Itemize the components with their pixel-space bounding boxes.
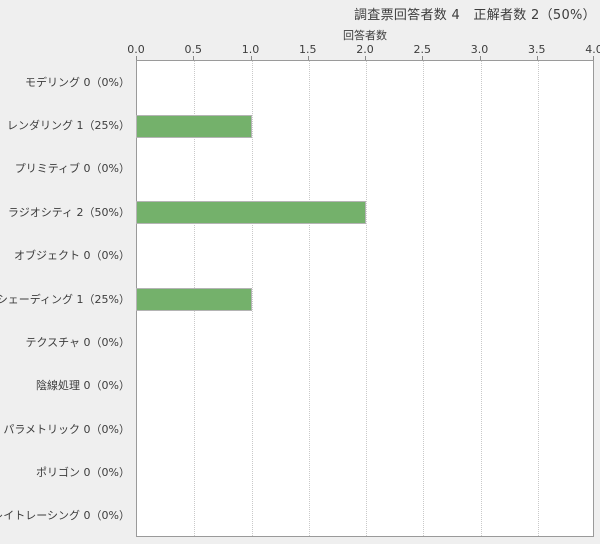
x-tick-mark xyxy=(193,56,195,61)
x-tick-label: 0.5 xyxy=(184,43,203,56)
gridline xyxy=(251,61,253,536)
x-tick-mark xyxy=(536,56,538,61)
y-tick-label: レンダリング 1（25%） xyxy=(7,119,130,133)
gridline xyxy=(480,61,482,536)
y-tick-label: モデリング 0（0%） xyxy=(25,75,130,89)
x-axis-title: 回答者数 xyxy=(343,29,387,42)
y-axis-tick-labels: モデリング 0（0%） レンダリング 1（25%） プリミティブ 0（0%） ラジオシ… xyxy=(0,60,130,537)
x-tick-label: 2.5 xyxy=(413,43,432,56)
x-tick-label: 1.0 xyxy=(241,43,260,56)
gridline xyxy=(308,61,310,536)
x-tick-mark xyxy=(136,56,137,61)
x-tick-label: 2.0 xyxy=(356,43,374,56)
chart-title: 調査票回答者数 4 正解者数 2（50%） xyxy=(353,8,596,23)
x-tick-label: 1.5 xyxy=(299,43,317,56)
y-tick-label: テクスチャ 0（0%） xyxy=(25,335,130,349)
y-tick-label: ポリゴン 0（0%） xyxy=(36,465,130,479)
x-tick-label: 4.0 xyxy=(585,43,600,56)
y-tick-label: プリミティブ 0（0%） xyxy=(14,162,130,176)
bar xyxy=(136,201,366,225)
y-tick-label: シェーディング 1（25%） xyxy=(0,292,130,306)
x-tick-mark xyxy=(479,56,481,61)
bar xyxy=(136,114,252,138)
x-axis-tick-marks xyxy=(136,56,594,61)
x-tick-mark xyxy=(250,56,252,61)
y-tick-label: ラジオシティ 2（50%） xyxy=(7,205,130,219)
x-tick-label: 3.0 xyxy=(470,43,489,56)
gridline xyxy=(423,61,425,536)
y-tick-label: 陰線処理 0（0%） xyxy=(36,379,130,393)
bar xyxy=(136,288,252,311)
y-tick-label: レイトレーシング 0（0%） xyxy=(0,509,130,523)
y-tick-label: パラメトリック 0（0%） xyxy=(3,422,130,436)
x-tick-label: 3.5 xyxy=(528,43,546,56)
x-tick-mark xyxy=(422,56,424,61)
x-tick-mark xyxy=(365,56,366,61)
gridline xyxy=(366,61,367,536)
gridline xyxy=(537,61,539,536)
y-tick-label: オブジェクト 0（0%） xyxy=(14,249,130,263)
plot-area xyxy=(136,60,594,537)
x-tick-mark xyxy=(593,56,594,61)
x-axis-tick-labels: 0.0 0.5 1.0 1.5 2.0 2.5 3.0 3.5 4.0 xyxy=(127,43,600,57)
x-tick-mark xyxy=(307,56,309,61)
bars-layer xyxy=(136,61,593,536)
x-tick-label: 0.0 xyxy=(127,43,145,56)
